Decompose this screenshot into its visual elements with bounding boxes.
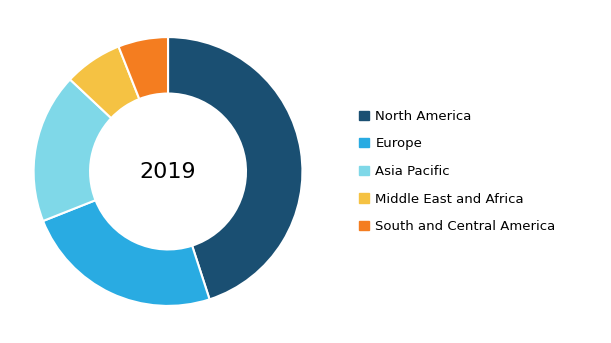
Wedge shape: [168, 37, 302, 299]
Legend: North America, Europe, Asia Pacific, Middle East and Africa, South and Central A: North America, Europe, Asia Pacific, Mid…: [359, 110, 555, 233]
Wedge shape: [119, 37, 168, 99]
Text: 2019: 2019: [140, 162, 196, 181]
Wedge shape: [43, 200, 210, 306]
Wedge shape: [34, 80, 111, 221]
Wedge shape: [70, 47, 139, 118]
